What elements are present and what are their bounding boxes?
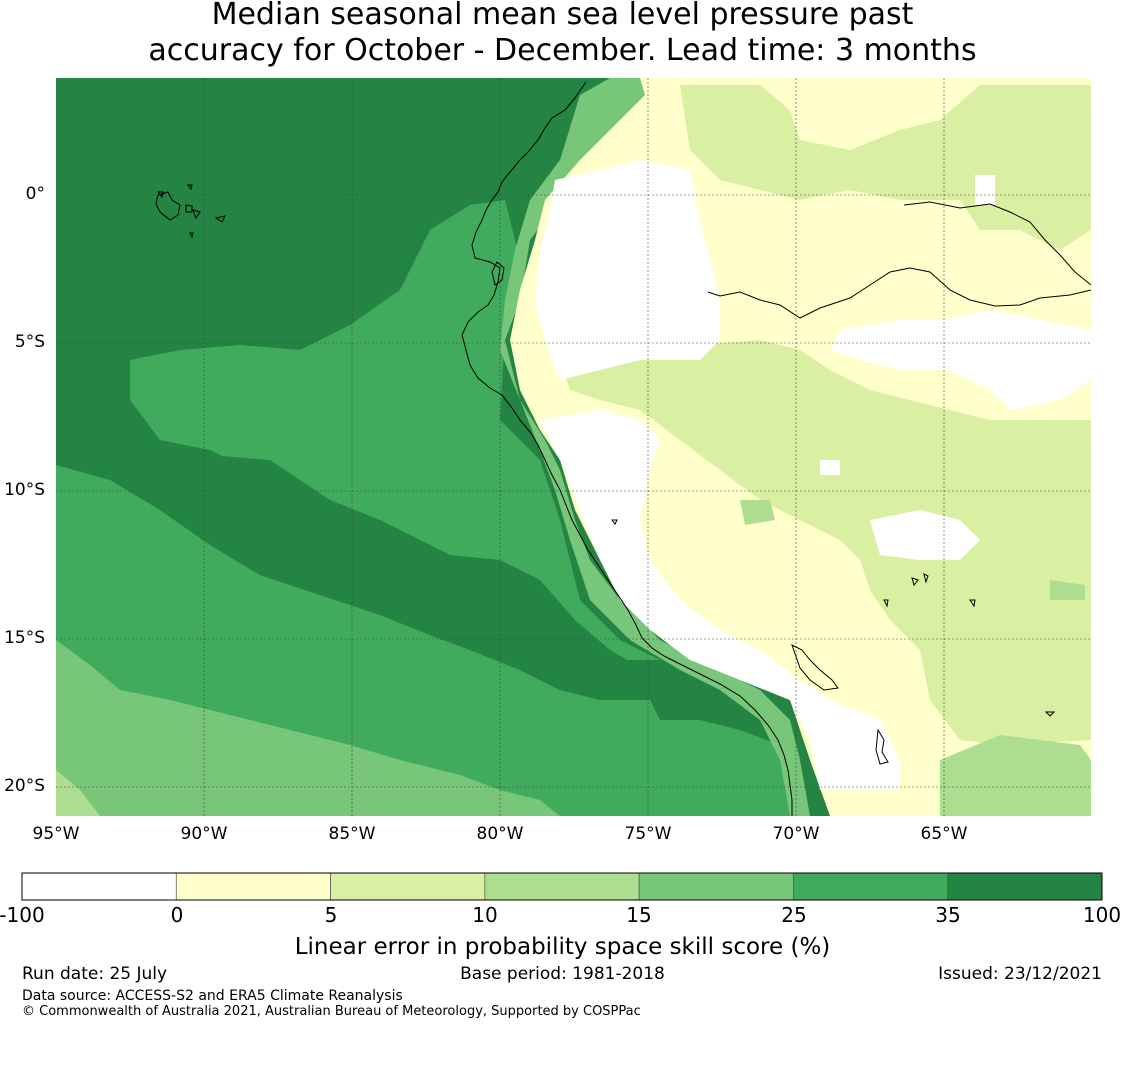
colorbar-swatch	[793, 872, 949, 901]
lon-label-95w: 95°W	[32, 824, 80, 844]
lat-label-15s: 15°S	[4, 628, 45, 648]
colorbar-tick: 35	[935, 903, 961, 927]
colorbar-swatch	[175, 872, 331, 901]
lat-label-5s: 5°S	[14, 332, 45, 352]
lat-label-20s: 20°S	[4, 776, 45, 796]
data-source: Data source: ACCESS-S2 and ERA5 Climate …	[22, 988, 403, 1004]
run-date: Run date: 25 July	[22, 964, 168, 984]
colorbar-swatch	[330, 872, 486, 901]
base-period: Base period: 1981-2018	[460, 964, 665, 984]
lon-label-75w: 75°W	[624, 824, 672, 844]
colorbar-tick: 100	[1082, 903, 1122, 927]
colorbar-tick: 0	[170, 903, 184, 927]
colorbar-swatch	[638, 872, 794, 901]
colorbar-tick: 25	[781, 903, 807, 927]
colorbar-tick: 10	[472, 903, 498, 927]
colorbar-swatch	[484, 872, 640, 901]
lat-label-0: 0°	[25, 184, 45, 204]
lat-label-10s: 10°S	[4, 480, 45, 500]
colorbar-tick: 15	[626, 903, 652, 927]
coastline	[155, 81, 1091, 816]
issued-date: Issued: 23/12/2021	[938, 964, 1102, 984]
lon-label-80w: 80°W	[476, 824, 524, 844]
map-title-line-2: accuracy for October - December. Lead ti…	[148, 33, 977, 68]
colorbar-frame	[21, 872, 1103, 901]
colorbar-tick: -100	[0, 903, 45, 927]
colorbar-label: Linear error in probability space skill …	[294, 934, 831, 960]
lon-label-85w: 85°W	[328, 824, 376, 844]
colorbar	[21, 872, 1103, 901]
lon-label-70w: 70°W	[772, 824, 820, 844]
colorbar-swatch	[947, 872, 1103, 901]
lon-label-65w: 65°W	[920, 824, 968, 844]
colorbar-swatch	[21, 872, 177, 901]
map-title-line-1: Median seasonal mean sea level pressure …	[211, 0, 914, 32]
graticule	[56, 78, 1091, 816]
skill-score-field	[56, 78, 1091, 816]
copyright: © Commonwealth of Australia 2021, Austra…	[22, 1004, 641, 1019]
lon-label-90w: 90°W	[180, 824, 228, 844]
colorbar-tick: 5	[324, 903, 338, 927]
